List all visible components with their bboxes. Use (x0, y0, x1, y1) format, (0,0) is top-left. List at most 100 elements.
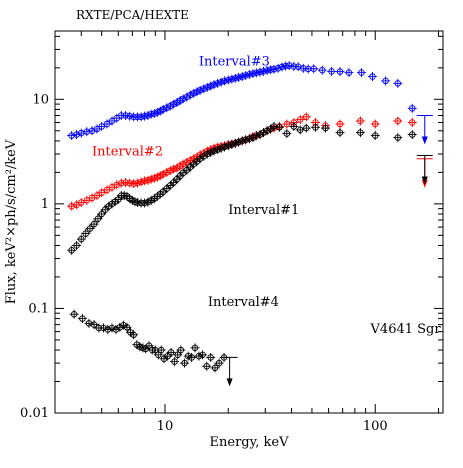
point-marker (357, 117, 364, 125)
point-marker (155, 351, 162, 359)
upper-limit-arrow (226, 378, 233, 387)
data-point (158, 104, 168, 114)
data-point (255, 67, 265, 77)
point-marker (221, 77, 228, 85)
data-point (355, 116, 365, 126)
data-point (262, 126, 272, 136)
data-point (162, 167, 172, 177)
point-marker (214, 80, 221, 87)
point-marker (103, 120, 111, 128)
point-marker (159, 188, 167, 196)
x-axis-title: Energy, keV (210, 435, 290, 450)
point-marker (409, 131, 416, 138)
annotations: Interval#3 Interval#2 Interval#1 Interval#4… (92, 55, 441, 338)
point-marker (345, 69, 353, 76)
point-marker (187, 91, 194, 99)
point-marker (118, 179, 125, 187)
data-point (125, 111, 135, 121)
point-marker (409, 119, 416, 126)
data-point (72, 130, 82, 140)
data-point (121, 178, 131, 188)
annotation-label: Interval#2 (92, 145, 163, 160)
point-marker (195, 352, 203, 360)
point-marker (260, 129, 267, 136)
data-point (301, 123, 311, 133)
data-point (202, 361, 212, 371)
y-axis-title: Flux, keV²×ph/s/cm²/keV (4, 139, 19, 304)
point-marker (137, 178, 145, 186)
data-point (227, 74, 237, 84)
data-point (132, 178, 142, 188)
point-marker (188, 354, 195, 361)
point-marker (214, 146, 221, 153)
point-marker (94, 215, 102, 223)
point-marker (159, 170, 167, 178)
point-marker (263, 67, 271, 74)
point-marker (310, 65, 317, 72)
point-marker (221, 143, 228, 151)
point-marker (98, 189, 105, 196)
point-marker (312, 124, 319, 131)
point-marker (242, 136, 249, 144)
point-marker (300, 65, 307, 72)
point-marker (183, 93, 191, 101)
point-marker (184, 352, 192, 360)
data-point (111, 324, 121, 334)
annotation-label: V4641 Sgr (370, 322, 442, 337)
data-point (107, 323, 117, 333)
point-marker (137, 113, 145, 121)
data-point (93, 214, 103, 224)
data-point (85, 224, 95, 234)
data-point (187, 352, 197, 362)
data-point (298, 63, 308, 73)
data-point (97, 209, 107, 219)
point-marker (253, 69, 260, 77)
data-point (173, 350, 183, 360)
series-1 (67, 61, 433, 145)
data-point (118, 320, 128, 330)
data-point (97, 188, 107, 198)
point-marker (190, 90, 197, 97)
data-point (393, 116, 403, 126)
data-point (273, 63, 283, 73)
point-marker (68, 247, 75, 254)
data-point (182, 157, 192, 167)
point-marker (246, 135, 253, 142)
data-point (210, 363, 220, 373)
point-marker (171, 358, 178, 365)
data-point (89, 320, 99, 330)
plot-frame (54, 30, 444, 414)
point-marker (100, 324, 107, 332)
point-marker (217, 145, 225, 152)
point-marker (228, 141, 236, 148)
data-point (213, 78, 223, 88)
instrument-title: RXTE/PCA/HEXTE (76, 8, 189, 22)
data-point (262, 65, 272, 75)
data-point (97, 121, 107, 131)
data-point (67, 245, 77, 255)
y-tick-label: 0.01 (20, 406, 49, 421)
data-point (190, 343, 200, 353)
point-marker (159, 106, 167, 113)
data-series (67, 61, 433, 387)
data-point (251, 68, 261, 78)
point-marker (256, 68, 264, 76)
data-point (169, 357, 179, 367)
point-marker (163, 104, 171, 112)
data-point (156, 345, 166, 355)
data-point (255, 130, 265, 140)
point-marker (276, 124, 283, 131)
data-point (81, 229, 91, 239)
data-point (178, 159, 188, 169)
point-marker (70, 310, 78, 318)
point-marker (217, 78, 225, 86)
data-point (180, 358, 190, 368)
data-point (407, 130, 417, 140)
point-marker (246, 71, 253, 78)
point-marker (210, 147, 218, 155)
point-marker (123, 324, 131, 331)
data-point (367, 72, 377, 82)
point-marker (141, 199, 148, 207)
point-marker (79, 315, 86, 322)
